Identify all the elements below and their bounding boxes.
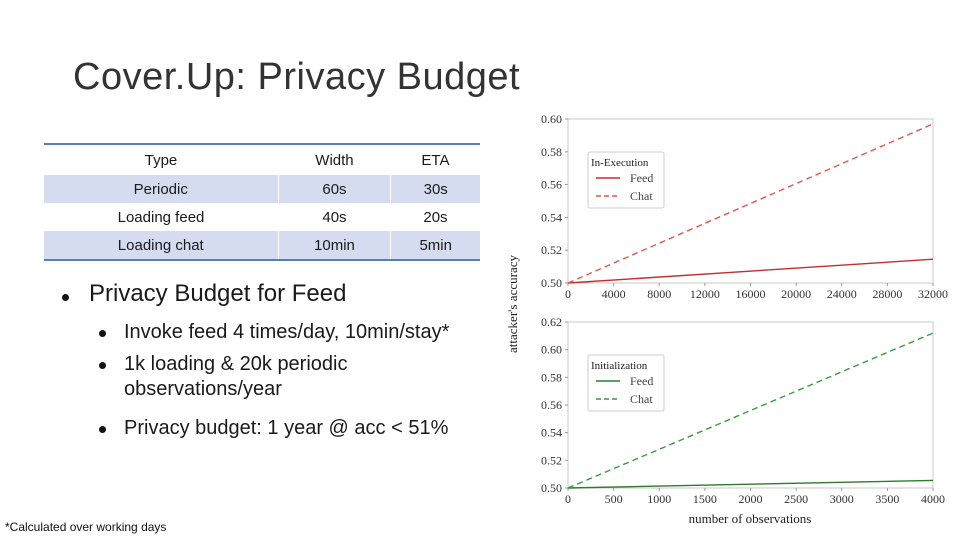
table-cell: 40s (322, 208, 347, 226)
legend-box (587, 151, 665, 209)
table-row: Loading feed 40s 20s (44, 203, 480, 231)
table-header-type: Type (144, 151, 178, 169)
x-tick-label: 3000 (830, 492, 854, 506)
x-tick-label: 12000 (690, 287, 720, 301)
x-tick-label: 20000 (781, 287, 811, 301)
y-tick-label: 0.50 (541, 481, 562, 495)
x-tick-label: 24000 (827, 287, 857, 301)
table-cell: Loading feed (117, 208, 205, 226)
slide-title: Cover.Up: Privacy Budget (73, 56, 521, 98)
table-header-row: Type Width ETA (44, 144, 480, 175)
y-tick-label: 0.50 (541, 276, 562, 290)
privacy-budget-table: Type Width ETA Periodic 60s 30s Loading … (44, 143, 480, 261)
y-tick-label: 0.62 (541, 315, 562, 329)
table-row: Periodic 60s 30s (44, 175, 480, 203)
sub-bullet-text: Privacy budget: 1 year @ acc < 51% (124, 417, 449, 439)
legend-title: Initialization (591, 360, 648, 372)
y-tick-label: 0.54 (541, 426, 562, 440)
main-bullet-text: Privacy Budget for Feed (89, 280, 347, 307)
series-line-feed (567, 479, 934, 489)
table-cell: 5min (390, 231, 480, 260)
x-tick-label: 4000 (602, 287, 626, 301)
y-tick-label: 0.52 (541, 243, 562, 257)
table-cell: 30s (390, 175, 480, 203)
x-tick-label: 1500 (693, 492, 717, 506)
legend-box (587, 354, 665, 412)
x-tick-label: 3500 (875, 492, 899, 506)
table-cell: Periodic (44, 175, 279, 203)
sub-bullet-text: Invoke feed 4 times/day, 10min/stay* (124, 321, 450, 343)
table-row: Loading chat 10min 5min (44, 231, 480, 260)
bullet-dot-icon (99, 362, 106, 369)
x-tick-label: 0 (565, 492, 571, 506)
x-tick-label: 8000 (647, 287, 671, 301)
bullet-dot-icon (62, 294, 69, 301)
legend-title: In-Execution (591, 157, 649, 169)
table-cell: 10min (277, 231, 391, 260)
y-tick-label: 0.60 (541, 112, 562, 126)
legend-label: Chat (630, 189, 653, 203)
table-cell: 60s (277, 175, 391, 203)
sub-bullet-text: 1k loading & 20k periodic observations/y… (124, 353, 348, 400)
x-tick-label: 500 (605, 492, 623, 506)
bullet-dot-icon (99, 330, 106, 337)
y-tick-label: 0.54 (541, 210, 562, 224)
footnote: *Calculated over working days (5, 520, 167, 534)
x-tick-label: 2000 (739, 492, 763, 506)
y-tick-label: 0.52 (541, 453, 562, 467)
table-cell: 20s (423, 208, 448, 226)
x-tick-label: 1000 (647, 492, 671, 506)
table-header-eta: ETA (421, 151, 450, 169)
accuracy-charts: 0.50 0.52 0.54 0.56 0.58 0.60 0 4000 8000 12000 16… (505, 112, 948, 526)
x-tick-label: 16000 (736, 287, 766, 301)
x-tick-label: 2500 (784, 492, 808, 506)
table-cell: Loading chat (44, 231, 279, 260)
series-line-chat (567, 332, 934, 489)
y-tick-label: 0.58 (541, 370, 562, 384)
y-tick-label: 0.56 (541, 398, 562, 412)
x-tick-label: 4000 (921, 492, 945, 506)
legend-label: Feed (630, 171, 653, 185)
table-header-width: Width (315, 151, 354, 169)
x-tick-label: 0 (565, 287, 571, 301)
series-line-chat (567, 123, 934, 284)
series-line-feed (567, 258, 934, 284)
y-tick-label: 0.56 (541, 178, 562, 192)
x-axis-label: number of observations (689, 511, 812, 526)
legend-label: Feed (630, 374, 653, 388)
y-axis-label: attacker's accuracy (505, 255, 520, 353)
y-tick-label: 0.58 (541, 145, 562, 159)
x-tick-label: 32000 (918, 287, 948, 301)
x-tick-label: 28000 (872, 287, 902, 301)
y-tick-label: 0.60 (541, 343, 562, 357)
bullet-dot-icon (99, 426, 106, 433)
legend-label: Chat (630, 392, 653, 406)
